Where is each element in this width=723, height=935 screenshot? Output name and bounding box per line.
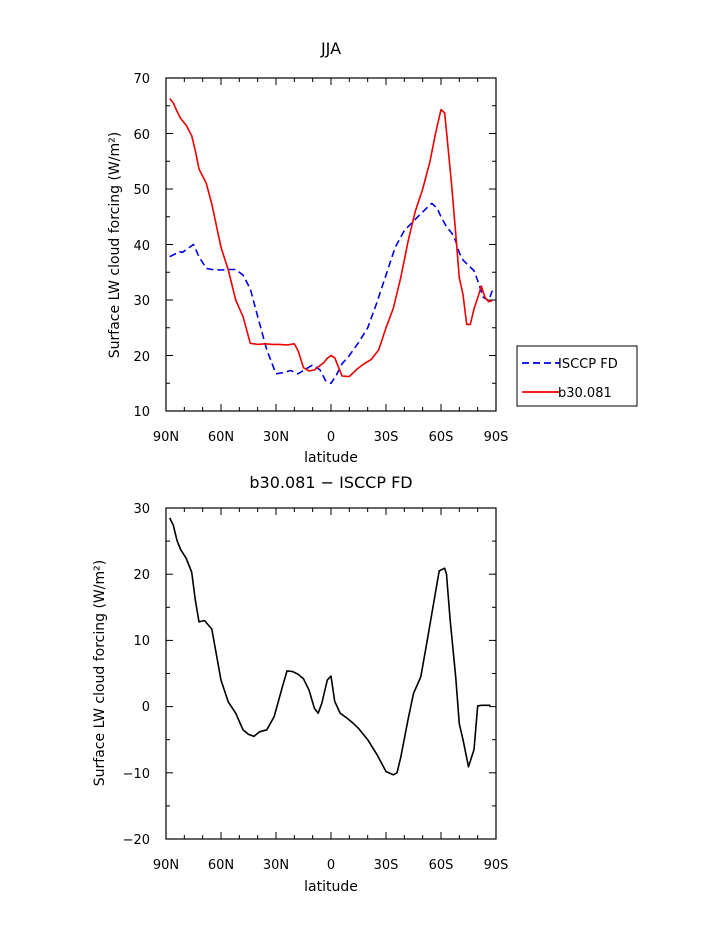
top-y-tick-label: 60 (133, 128, 150, 143)
legend-box (516, 345, 638, 407)
bottom-x-tick-label: 30N (263, 858, 289, 873)
top-series-line-isccp-fd (169, 202, 494, 385)
top-x-tick-label: 0 (327, 430, 335, 445)
top-y-tick-label: 40 (133, 239, 150, 254)
bottom-x-tick-label: 90S (484, 858, 509, 873)
bottom-series-group (168, 517, 491, 776)
bottom-x-tick-label: 60S (429, 858, 454, 873)
top-x-tick-label: 30N (263, 430, 289, 445)
legend-label: ISCCP FD (558, 357, 618, 372)
bottom-plot-frame (165, 507, 497, 840)
bottom-y-tick-label: 0 (142, 700, 150, 715)
top-panel: JJA 90N 60N 30N 0 30S 60S 90S 10 20 30 4… (107, 39, 638, 466)
top-y-axis-title: Surface LW cloud forcing (W/m²) (107, 132, 123, 358)
bottom-x-tick-label: 60N (208, 858, 234, 873)
bottom-panel: b30.081 − ISCCP FD 90N 60N 30N 0 30S 60S… (92, 473, 508, 895)
bottom-x-tick-label: 90N (153, 858, 179, 873)
bottom-x-tick-label: 0 (327, 858, 335, 873)
bottom-y-tick-label: 30 (133, 502, 150, 517)
top-x-tick-label: 60N (208, 430, 234, 445)
legend-label: b30.081 (558, 386, 612, 401)
top-x-axis-title: latitude (304, 450, 358, 466)
top-x-tick-label: 30S (374, 430, 399, 445)
bottom-series-line-difference (168, 517, 491, 776)
top-y-tick-label: 70 (133, 72, 150, 87)
bottom-y-axis-title: Surface LW cloud forcing (W/m²) (92, 560, 108, 786)
top-y-tick-label: 50 (133, 183, 150, 198)
bottom-x-tick-label: 30S (374, 858, 399, 873)
top-y-tick-label: 30 (133, 294, 150, 309)
legend: ISCCP FD b30.081 (516, 345, 638, 407)
top-x-tick-label: 60S (429, 430, 454, 445)
bottom-axis-ticks (165, 507, 497, 840)
bottom-panel-title: b30.081 − ISCCP FD (249, 473, 412, 492)
bottom-y-tick-label: −10 (123, 767, 150, 782)
bottom-y-tick-label: −20 (123, 833, 150, 848)
top-y-tick-label: 10 (133, 405, 150, 420)
top-panel-title: JJA (320, 39, 341, 58)
bottom-y-tick-label: 10 (133, 634, 150, 649)
top-series-line-b30-081 (169, 98, 493, 378)
bottom-x-axis-title: latitude (304, 879, 358, 895)
top-y-tick-label: 20 (133, 350, 150, 365)
top-x-tick-label: 90N (153, 430, 179, 445)
top-x-tick-label: 90S (484, 430, 509, 445)
top-series-group (169, 98, 494, 385)
bottom-y-tick-label: 20 (133, 568, 150, 583)
top-axis-ticks (165, 77, 497, 412)
